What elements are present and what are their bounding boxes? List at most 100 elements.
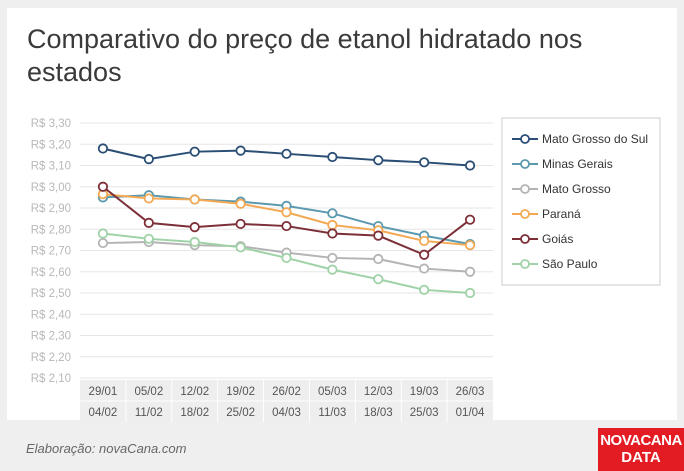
- series-s-o-paulo: [97, 228, 476, 299]
- page-title: Comparativo do preço de etanol hidratado…: [27, 24, 583, 87]
- x-tick-label-start: 05/03: [318, 386, 347, 398]
- data-point: [97, 181, 109, 192]
- data-point: [464, 240, 476, 251]
- legend: Mato Grosso do Sul Minas Gerais Mato Gross…: [501, 117, 661, 286]
- legend-marker: [520, 184, 530, 194]
- data-point: [281, 220, 292, 232]
- data-point: [327, 228, 338, 239]
- data-point: [189, 222, 200, 233]
- data-point: [97, 143, 109, 154]
- legend-item: Goiás: [512, 232, 573, 246]
- legend-marker: [520, 234, 530, 244]
- legend-item: Minas Gerais: [512, 157, 613, 171]
- x-tick-label-start: 19/03: [410, 386, 439, 398]
- x-tick-label-end: 11/02: [135, 407, 163, 419]
- legend-item: São Paulo: [512, 257, 598, 271]
- legend-label: Paraná: [542, 207, 581, 221]
- data-point: [143, 154, 154, 165]
- data-point: [235, 242, 246, 253]
- y-tick-label: R$ 3,10: [31, 161, 71, 173]
- legend-label: São Paulo: [542, 257, 598, 271]
- x-tick-label-end: 04/02: [89, 407, 118, 419]
- data-point: [419, 235, 430, 247]
- data-point: [97, 237, 109, 249]
- x-tick-label-start: 26/02: [272, 386, 301, 398]
- data-point: [189, 194, 200, 205]
- y-tick-label: R$ 2,80: [31, 224, 71, 236]
- data-point: [464, 287, 476, 299]
- data-point: [143, 217, 154, 228]
- data-point: [464, 214, 476, 225]
- data-point: [419, 249, 430, 260]
- x-tick-label-start: 12/03: [364, 386, 393, 398]
- legend-item: Mato Grosso do Sul: [512, 132, 648, 146]
- legend-marker: [520, 159, 530, 169]
- data-point: [373, 253, 384, 265]
- logo-line-2: DATA: [621, 449, 661, 466]
- data-point: [281, 252, 292, 264]
- data-point: [235, 145, 246, 156]
- series-goi-s: [97, 181, 476, 260]
- y-tick-label: R$ 2,90: [31, 203, 71, 215]
- series-mato-grosso-do-sul: [97, 143, 476, 171]
- data-point: [373, 155, 384, 166]
- y-tick-label: R$ 2,60: [31, 267, 71, 279]
- y-tick-label: R$ 2,10: [31, 373, 71, 385]
- data-point: [327, 208, 338, 219]
- data-point: [373, 274, 384, 285]
- y-tick-label: R$ 3,20: [31, 139, 71, 151]
- y-tick-label: R$ 2,70: [31, 246, 71, 258]
- data-point: [327, 219, 338, 231]
- data-point: [327, 264, 338, 275]
- series-paran-: [97, 189, 476, 251]
- data-point: [464, 160, 476, 171]
- data-point: [97, 228, 109, 239]
- x-tick-label-end: 11/03: [318, 407, 346, 419]
- data-point: [143, 193, 154, 204]
- x-tick-label-start: 05/02: [134, 386, 163, 398]
- data-point: [143, 233, 154, 244]
- x-axis: 29/01 05/02 12/02 19/02 26/02 05/03 12/03 19/03…: [80, 380, 493, 422]
- data-point: [189, 146, 200, 157]
- y-tick-label: R$ 2,40: [31, 309, 71, 321]
- x-tick-label-end: 18/02: [180, 407, 209, 419]
- data-point: [327, 151, 338, 163]
- legend-item: Paraná: [512, 207, 581, 221]
- data-point: [373, 230, 384, 241]
- legend-marker: [520, 209, 530, 219]
- y-tick-label: R$ 3,00: [31, 182, 71, 194]
- x-tick-label-end: 04/03: [272, 407, 301, 419]
- x-tick-label-end: 18/03: [364, 407, 393, 419]
- legend-label: Goiás: [542, 232, 573, 246]
- data-point: [419, 263, 430, 274]
- x-tick-label-start: 26/03: [456, 386, 485, 398]
- credit-text: Elaboração: novaCana.com: [26, 441, 187, 456]
- legend-marker: [520, 134, 530, 144]
- novacana-data-logo: NOVACANA DATA: [598, 428, 684, 471]
- x-tick-label-start: 19/02: [226, 386, 255, 398]
- data-point: [464, 266, 476, 277]
- y-tick-label: R$ 2,30: [31, 331, 71, 343]
- legend-box: [501, 117, 661, 286]
- y-tick-label: R$ 2,20: [31, 352, 71, 364]
- data-point: [419, 157, 430, 168]
- data-point: [235, 218, 246, 230]
- legend-label: Mato Grosso: [542, 182, 611, 196]
- legend-label: Mato Grosso do Sul: [542, 132, 648, 146]
- logo-line-1: NOVACANA: [600, 432, 682, 449]
- y-tick-label: R$ 2,50: [31, 288, 71, 300]
- series-group: [97, 143, 476, 299]
- x-tick-label-end: 25/03: [410, 407, 439, 419]
- y-tick-label: R$ 3,30: [31, 118, 71, 130]
- legend-item: Mato Grosso: [512, 182, 611, 196]
- data-point: [235, 198, 246, 209]
- x-tick-label-start: 12/02: [180, 386, 209, 398]
- data-point: [327, 252, 338, 264]
- y-axis: R$ 3,30 R$ 3,20 R$ 3,10 R$ 3,00 R$ 2,90 R$ 2,…: [31, 118, 71, 385]
- legend-marker: [520, 259, 530, 269]
- x-tick-label-start: 29/01: [89, 386, 118, 398]
- data-point: [189, 236, 200, 248]
- data-point: [419, 284, 430, 295]
- x-tick-label-end: 01/04: [456, 407, 485, 419]
